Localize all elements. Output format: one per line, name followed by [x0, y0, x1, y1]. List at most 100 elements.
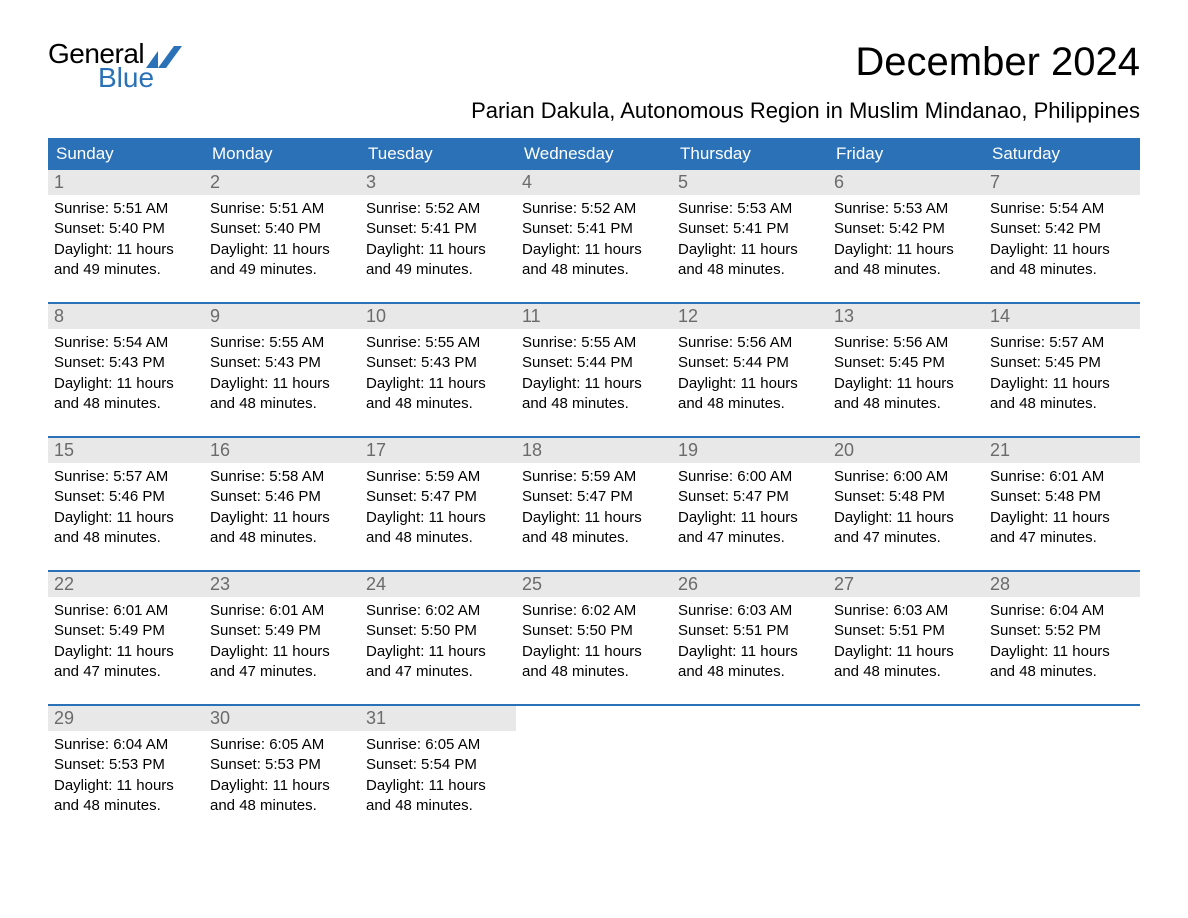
- calendar-day: .: [984, 706, 1140, 838]
- day-details: Sunrise: 6:04 AMSunset: 5:53 PMDaylight:…: [48, 731, 204, 816]
- header: General Blue December 2024: [48, 40, 1140, 92]
- sunset-text: Sunset: 5:51 PM: [834, 621, 978, 641]
- calendar-day: 15Sunrise: 5:57 AMSunset: 5:46 PMDayligh…: [48, 438, 204, 570]
- calendar-day: 23Sunrise: 6:01 AMSunset: 5:49 PMDayligh…: [204, 572, 360, 704]
- sunrise-text: Sunrise: 5:52 AM: [522, 199, 666, 219]
- daylight-text: Daylight: 11 hours and 48 minutes.: [678, 240, 822, 281]
- day-number: 21: [984, 438, 1140, 463]
- sunset-text: Sunset: 5:41 PM: [678, 219, 822, 239]
- day-number: 1: [48, 170, 204, 195]
- day-number: 22: [48, 572, 204, 597]
- daylight-text: Daylight: 11 hours and 48 minutes.: [54, 776, 198, 817]
- day-details: Sunrise: 5:52 AMSunset: 5:41 PMDaylight:…: [360, 195, 516, 280]
- calendar-week: 1Sunrise: 5:51 AMSunset: 5:40 PMDaylight…: [48, 170, 1140, 302]
- daylight-text: Daylight: 11 hours and 47 minutes.: [834, 508, 978, 549]
- sunrise-text: Sunrise: 6:01 AM: [210, 601, 354, 621]
- calendar-day: 18Sunrise: 5:59 AMSunset: 5:47 PMDayligh…: [516, 438, 672, 570]
- daylight-text: Daylight: 11 hours and 48 minutes.: [522, 508, 666, 549]
- daylight-text: Daylight: 11 hours and 48 minutes.: [834, 240, 978, 281]
- daylight-text: Daylight: 11 hours and 48 minutes.: [834, 642, 978, 683]
- sunset-text: Sunset: 5:51 PM: [678, 621, 822, 641]
- sunset-text: Sunset: 5:43 PM: [54, 353, 198, 373]
- sunrise-text: Sunrise: 5:53 AM: [834, 199, 978, 219]
- daylight-text: Daylight: 11 hours and 48 minutes.: [210, 776, 354, 817]
- weekday-label: Friday: [828, 138, 984, 170]
- sunrise-text: Sunrise: 6:01 AM: [54, 601, 198, 621]
- day-details: Sunrise: 5:59 AMSunset: 5:47 PMDaylight:…: [516, 463, 672, 548]
- sunset-text: Sunset: 5:52 PM: [990, 621, 1134, 641]
- calendar-day: 17Sunrise: 5:59 AMSunset: 5:47 PMDayligh…: [360, 438, 516, 570]
- calendar-day: 30Sunrise: 6:05 AMSunset: 5:53 PMDayligh…: [204, 706, 360, 838]
- sunrise-text: Sunrise: 5:55 AM: [522, 333, 666, 353]
- calendar-day: 7Sunrise: 5:54 AMSunset: 5:42 PMDaylight…: [984, 170, 1140, 302]
- calendar-day: 10Sunrise: 5:55 AMSunset: 5:43 PMDayligh…: [360, 304, 516, 436]
- day-details: Sunrise: 6:00 AMSunset: 5:48 PMDaylight:…: [828, 463, 984, 548]
- daylight-text: Daylight: 11 hours and 48 minutes.: [366, 508, 510, 549]
- day-number: 30: [204, 706, 360, 731]
- daylight-text: Daylight: 11 hours and 48 minutes.: [678, 642, 822, 683]
- sunrise-text: Sunrise: 5:54 AM: [990, 199, 1134, 219]
- sunset-text: Sunset: 5:48 PM: [834, 487, 978, 507]
- day-details: Sunrise: 6:01 AMSunset: 5:48 PMDaylight:…: [984, 463, 1140, 548]
- sunrise-text: Sunrise: 5:56 AM: [834, 333, 978, 353]
- daylight-text: Daylight: 11 hours and 47 minutes.: [990, 508, 1134, 549]
- sunset-text: Sunset: 5:46 PM: [54, 487, 198, 507]
- sunset-text: Sunset: 5:41 PM: [522, 219, 666, 239]
- day-number: 29: [48, 706, 204, 731]
- sunrise-text: Sunrise: 6:05 AM: [366, 735, 510, 755]
- sunrise-text: Sunrise: 6:04 AM: [54, 735, 198, 755]
- sunset-text: Sunset: 5:47 PM: [522, 487, 666, 507]
- day-number: 9: [204, 304, 360, 329]
- day-number: 28: [984, 572, 1140, 597]
- calendar-day: 1Sunrise: 5:51 AMSunset: 5:40 PMDaylight…: [48, 170, 204, 302]
- daylight-text: Daylight: 11 hours and 48 minutes.: [522, 240, 666, 281]
- day-details: Sunrise: 6:02 AMSunset: 5:50 PMDaylight:…: [360, 597, 516, 682]
- day-number: 27: [828, 572, 984, 597]
- day-details: Sunrise: 5:55 AMSunset: 5:44 PMDaylight:…: [516, 329, 672, 414]
- day-number: 12: [672, 304, 828, 329]
- daylight-text: Daylight: 11 hours and 47 minutes.: [210, 642, 354, 683]
- day-number: 18: [516, 438, 672, 463]
- day-details: Sunrise: 6:02 AMSunset: 5:50 PMDaylight:…: [516, 597, 672, 682]
- day-details: Sunrise: 5:55 AMSunset: 5:43 PMDaylight:…: [360, 329, 516, 414]
- calendar-day: 27Sunrise: 6:03 AMSunset: 5:51 PMDayligh…: [828, 572, 984, 704]
- daylight-text: Daylight: 11 hours and 47 minutes.: [54, 642, 198, 683]
- calendar-day: 11Sunrise: 5:55 AMSunset: 5:44 PMDayligh…: [516, 304, 672, 436]
- day-details: Sunrise: 5:52 AMSunset: 5:41 PMDaylight:…: [516, 195, 672, 280]
- day-details: Sunrise: 6:04 AMSunset: 5:52 PMDaylight:…: [984, 597, 1140, 682]
- calendar-week: 22Sunrise: 6:01 AMSunset: 5:49 PMDayligh…: [48, 570, 1140, 704]
- sunrise-text: Sunrise: 6:03 AM: [678, 601, 822, 621]
- daylight-text: Daylight: 11 hours and 48 minutes.: [990, 240, 1134, 281]
- day-details: Sunrise: 6:03 AMSunset: 5:51 PMDaylight:…: [828, 597, 984, 682]
- day-number: 24: [360, 572, 516, 597]
- day-number: 23: [204, 572, 360, 597]
- sunrise-text: Sunrise: 6:00 AM: [678, 467, 822, 487]
- calendar-day: 14Sunrise: 5:57 AMSunset: 5:45 PMDayligh…: [984, 304, 1140, 436]
- day-details: Sunrise: 6:00 AMSunset: 5:47 PMDaylight:…: [672, 463, 828, 548]
- sunrise-text: Sunrise: 6:00 AM: [834, 467, 978, 487]
- calendar-day: 28Sunrise: 6:04 AMSunset: 5:52 PMDayligh…: [984, 572, 1140, 704]
- sunrise-text: Sunrise: 6:05 AM: [210, 735, 354, 755]
- daylight-text: Daylight: 11 hours and 48 minutes.: [522, 374, 666, 415]
- sunset-text: Sunset: 5:40 PM: [54, 219, 198, 239]
- sunrise-text: Sunrise: 5:56 AM: [678, 333, 822, 353]
- daylight-text: Daylight: 11 hours and 49 minutes.: [210, 240, 354, 281]
- sunrise-text: Sunrise: 5:57 AM: [990, 333, 1134, 353]
- day-details: Sunrise: 5:57 AMSunset: 5:45 PMDaylight:…: [984, 329, 1140, 414]
- weekday-label: Thursday: [672, 138, 828, 170]
- day-details: Sunrise: 6:05 AMSunset: 5:53 PMDaylight:…: [204, 731, 360, 816]
- day-details: Sunrise: 5:56 AMSunset: 5:44 PMDaylight:…: [672, 329, 828, 414]
- day-number: 5: [672, 170, 828, 195]
- calendar-day: 2Sunrise: 5:51 AMSunset: 5:40 PMDaylight…: [204, 170, 360, 302]
- daylight-text: Daylight: 11 hours and 48 minutes.: [54, 374, 198, 415]
- sunrise-text: Sunrise: 5:57 AM: [54, 467, 198, 487]
- calendar-day: .: [516, 706, 672, 838]
- daylight-text: Daylight: 11 hours and 48 minutes.: [990, 642, 1134, 683]
- sunrise-text: Sunrise: 6:01 AM: [990, 467, 1134, 487]
- sunset-text: Sunset: 5:43 PM: [210, 353, 354, 373]
- day-number: 8: [48, 304, 204, 329]
- sunset-text: Sunset: 5:43 PM: [366, 353, 510, 373]
- calendar-week: 8Sunrise: 5:54 AMSunset: 5:43 PMDaylight…: [48, 302, 1140, 436]
- sunset-text: Sunset: 5:45 PM: [990, 353, 1134, 373]
- day-number: 20: [828, 438, 984, 463]
